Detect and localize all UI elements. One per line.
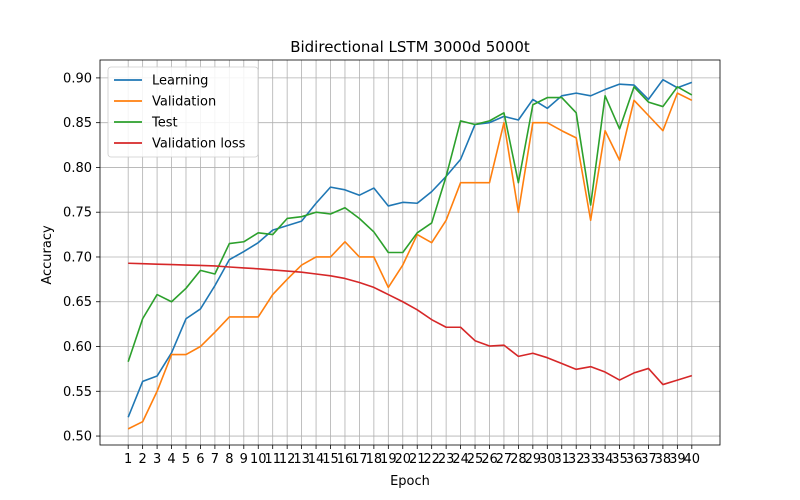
y-tick-label: 0.70 — [63, 250, 92, 265]
x-tick-label: 12 — [279, 452, 296, 467]
x-tick-label: 15 — [322, 452, 339, 467]
legend-label: Learning — [152, 74, 208, 89]
x-tick-label: 9 — [240, 452, 248, 467]
x-tick-label: 22 — [423, 452, 440, 467]
axes: 1 2 3 4 5 6 7 8 9 1011121314151617181920212223242… — [63, 59, 721, 467]
x-tick-label: 14 — [308, 452, 325, 467]
x-tick-label: 29 — [525, 452, 542, 467]
series-line-test — [127, 86, 693, 362]
legend-label: Validation — [152, 95, 216, 110]
legend-label: Test — [151, 116, 178, 131]
x-tick-label: 4 — [167, 452, 175, 467]
x-tick-label: 40 — [684, 452, 701, 467]
legend-box — [107, 66, 259, 158]
x-tick-label: 27 — [496, 452, 513, 467]
x-tick-label: 19 — [380, 452, 397, 467]
x-tick-label: 7 — [211, 452, 219, 467]
series-line-validation-loss — [128, 262, 693, 386]
x-tick-label: 30 — [539, 452, 556, 467]
y-tick-label: 0.65 — [63, 295, 92, 310]
x-tick-label: 36 — [626, 452, 643, 467]
x-tick-label: 1 — [124, 452, 132, 467]
x-tick-label: 17 — [351, 452, 368, 467]
chart-title: Bidirectional LSTM 3000d 5000t — [290, 38, 530, 56]
x-tick-label: 28 — [510, 452, 527, 467]
y-tick-label: 0.50 — [63, 430, 92, 445]
x-tick-label: 24 — [452, 452, 469, 467]
x-tick-label: 21 — [409, 452, 426, 467]
x-tick-label: 2 — [138, 452, 146, 467]
y-tick-label: 0.55 — [63, 385, 92, 400]
x-tick-label: 16 — [337, 452, 354, 467]
y-tick-label: 0.75 — [63, 206, 92, 221]
x-tick-label: 34 — [597, 452, 614, 467]
series-line-learning — [127, 78, 693, 418]
x-tick-label: 23 — [438, 452, 455, 467]
y-tick-label: 0.60 — [63, 340, 92, 355]
x-tick-label: 35 — [611, 452, 628, 467]
x-tick-label: 33 — [582, 452, 599, 467]
x-tick-label: 5 — [182, 452, 190, 467]
legend: Learning Validation Test Validation loss — [107, 66, 259, 158]
y-tick-label: 0.85 — [63, 116, 92, 131]
x-tick-label: 10 — [250, 452, 267, 467]
series-line-validation — [127, 92, 693, 430]
x-tick-label: 26 — [481, 452, 498, 467]
x-tick-label: 18 — [366, 452, 383, 467]
x-tick-label: 31 — [553, 452, 570, 467]
x-tick-label: 6 — [196, 452, 204, 467]
x-tick-label: 11 — [264, 452, 281, 467]
legend-label: Validation loss — [152, 137, 246, 152]
x-tick-label: 37 — [640, 452, 657, 467]
y-tick-label: 0.90 — [63, 71, 92, 86]
x-tick-label: 32 — [568, 452, 585, 467]
x-tick-label: 38 — [655, 452, 672, 467]
series-lines — [127, 78, 693, 430]
y-tick-label: 0.80 — [63, 161, 92, 176]
x-tick-label: 20 — [395, 452, 412, 467]
x-tick-label: 13 — [293, 452, 310, 467]
x-axis-title: Epoch — [390, 474, 430, 489]
x-tick-label: 25 — [467, 452, 484, 467]
x-tick-label: 8 — [225, 452, 233, 467]
plot-frame — [99, 59, 721, 446]
y-axis-title: Accuracy — [40, 225, 55, 285]
x-tick-label: 39 — [669, 452, 686, 467]
x-tick-label: 3 — [153, 452, 161, 467]
